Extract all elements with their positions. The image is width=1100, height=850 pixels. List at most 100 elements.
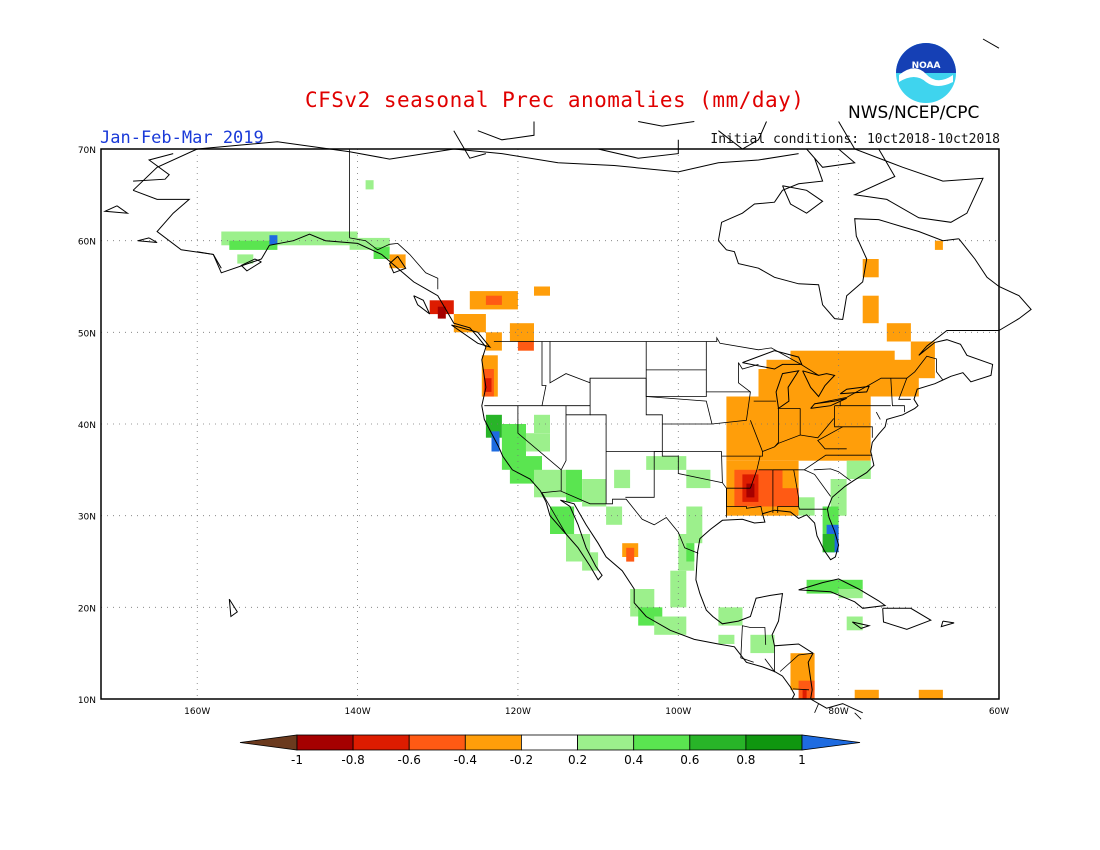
anomaly-cell bbox=[582, 552, 599, 571]
logo-text: NOAA bbox=[912, 61, 941, 71]
lat-label: 20N bbox=[78, 604, 96, 614]
colorbar-segment bbox=[745, 734, 803, 751]
political-border bbox=[646, 396, 713, 425]
coastline bbox=[810, 397, 847, 409]
anomaly-cell bbox=[934, 240, 943, 250]
colorbar-segment bbox=[352, 734, 410, 751]
coastline bbox=[717, 158, 824, 241]
agency-label: NWS/NCEP/CPC bbox=[848, 103, 980, 123]
lon-label: 120W bbox=[505, 707, 531, 717]
anomaly-cell bbox=[802, 689, 807, 699]
anomaly-cell bbox=[790, 350, 895, 379]
colorbar-segment bbox=[464, 734, 522, 751]
anomaly-cell bbox=[750, 634, 775, 654]
lat-label: 60N bbox=[78, 238, 96, 248]
coastline bbox=[839, 385, 870, 395]
coastline bbox=[982, 38, 1000, 49]
coastline bbox=[137, 237, 158, 243]
colorbar-label: -0.4 bbox=[454, 753, 477, 767]
anomaly-cell bbox=[910, 341, 935, 379]
coastline bbox=[453, 130, 487, 159]
anomaly-cell bbox=[269, 235, 278, 245]
political-border bbox=[764, 645, 775, 673]
anomaly-cell bbox=[862, 259, 879, 278]
anomaly-cell bbox=[534, 469, 567, 498]
coastline bbox=[782, 185, 824, 214]
anomaly-cell bbox=[670, 570, 687, 608]
coastline bbox=[388, 255, 407, 274]
anomaly-cell bbox=[726, 396, 871, 461]
political-border bbox=[721, 420, 763, 457]
political-border bbox=[566, 378, 591, 416]
anomaly-cell bbox=[614, 469, 631, 489]
anomaly-cell bbox=[484, 378, 492, 392]
anomaly-cell bbox=[746, 483, 755, 498]
anomaly-cell bbox=[766, 359, 791, 379]
anomaly-cell bbox=[686, 543, 695, 562]
coastline bbox=[477, 121, 535, 141]
political-border bbox=[517, 405, 562, 471]
political-border bbox=[541, 492, 567, 535]
anomaly-cell bbox=[606, 506, 623, 525]
political-border bbox=[493, 336, 819, 376]
lon-label: 80W bbox=[828, 707, 848, 717]
lon-label: 140W bbox=[345, 707, 371, 717]
anomaly-cell bbox=[365, 180, 374, 190]
coastline bbox=[133, 153, 174, 182]
anomaly-cells bbox=[221, 180, 943, 699]
lon-label: 60W bbox=[989, 707, 1009, 717]
political-border bbox=[541, 341, 547, 406]
anomaly-cell bbox=[774, 488, 799, 507]
colorbar-label: 0.4 bbox=[624, 753, 643, 767]
political-border bbox=[774, 408, 779, 448]
coastline bbox=[451, 324, 492, 348]
coastline bbox=[718, 218, 959, 321]
longitude-labels: 160W 140W 120W 100W 80W 60W bbox=[184, 707, 1009, 717]
anomaly-cell bbox=[822, 534, 835, 553]
anomaly-cell bbox=[846, 460, 871, 479]
anomaly-cell bbox=[798, 497, 815, 516]
political-border bbox=[750, 456, 761, 489]
anomaly-cell bbox=[517, 341, 534, 351]
lat-label: 50N bbox=[78, 329, 96, 339]
colorbar-segment bbox=[577, 734, 635, 751]
colorbar-label: 0.6 bbox=[680, 753, 699, 767]
coastline bbox=[958, 238, 1032, 331]
political-border bbox=[706, 391, 751, 425]
coastline bbox=[882, 607, 932, 630]
coastline bbox=[103, 205, 130, 214]
coastline bbox=[798, 578, 887, 609]
colorbar: -1 -0.8 -0.6 -0.4 -0.2 0.2 0.4 0.6 0.8 1 bbox=[239, 734, 861, 767]
political-border bbox=[804, 469, 831, 497]
anomaly-cell bbox=[918, 689, 943, 699]
political-border bbox=[813, 468, 851, 482]
colorbar-label: -1 bbox=[291, 753, 303, 767]
coastline bbox=[413, 295, 431, 315]
political-border bbox=[541, 490, 699, 554]
initial-conditions-label: Initial conditions: 10ct2018-10ct2018 bbox=[710, 132, 1000, 147]
political-border bbox=[817, 426, 847, 450]
anomaly-cell bbox=[534, 414, 550, 434]
coastline bbox=[638, 121, 695, 127]
coastline bbox=[718, 121, 767, 150]
colorbar-segment bbox=[689, 734, 747, 751]
anomaly-cell bbox=[437, 306, 446, 319]
political-border bbox=[854, 712, 862, 720]
anomaly-cell bbox=[654, 616, 687, 635]
colorbar-high-arrow bbox=[801, 734, 861, 751]
coastline bbox=[597, 139, 679, 159]
anomaly-cell bbox=[862, 295, 879, 324]
colorbar-segment bbox=[633, 734, 691, 751]
anomaly-cell bbox=[838, 589, 863, 599]
political-border bbox=[772, 454, 873, 471]
colorbar-label: 1 bbox=[798, 753, 806, 767]
coastline bbox=[802, 370, 836, 398]
coastline bbox=[132, 189, 796, 700]
political-border bbox=[890, 378, 905, 413]
anomaly-cell bbox=[485, 295, 502, 305]
anomaly-cell bbox=[525, 433, 550, 452]
anomaly-cell bbox=[229, 240, 278, 250]
political-border bbox=[814, 703, 819, 713]
colorbar-segment bbox=[408, 734, 466, 751]
